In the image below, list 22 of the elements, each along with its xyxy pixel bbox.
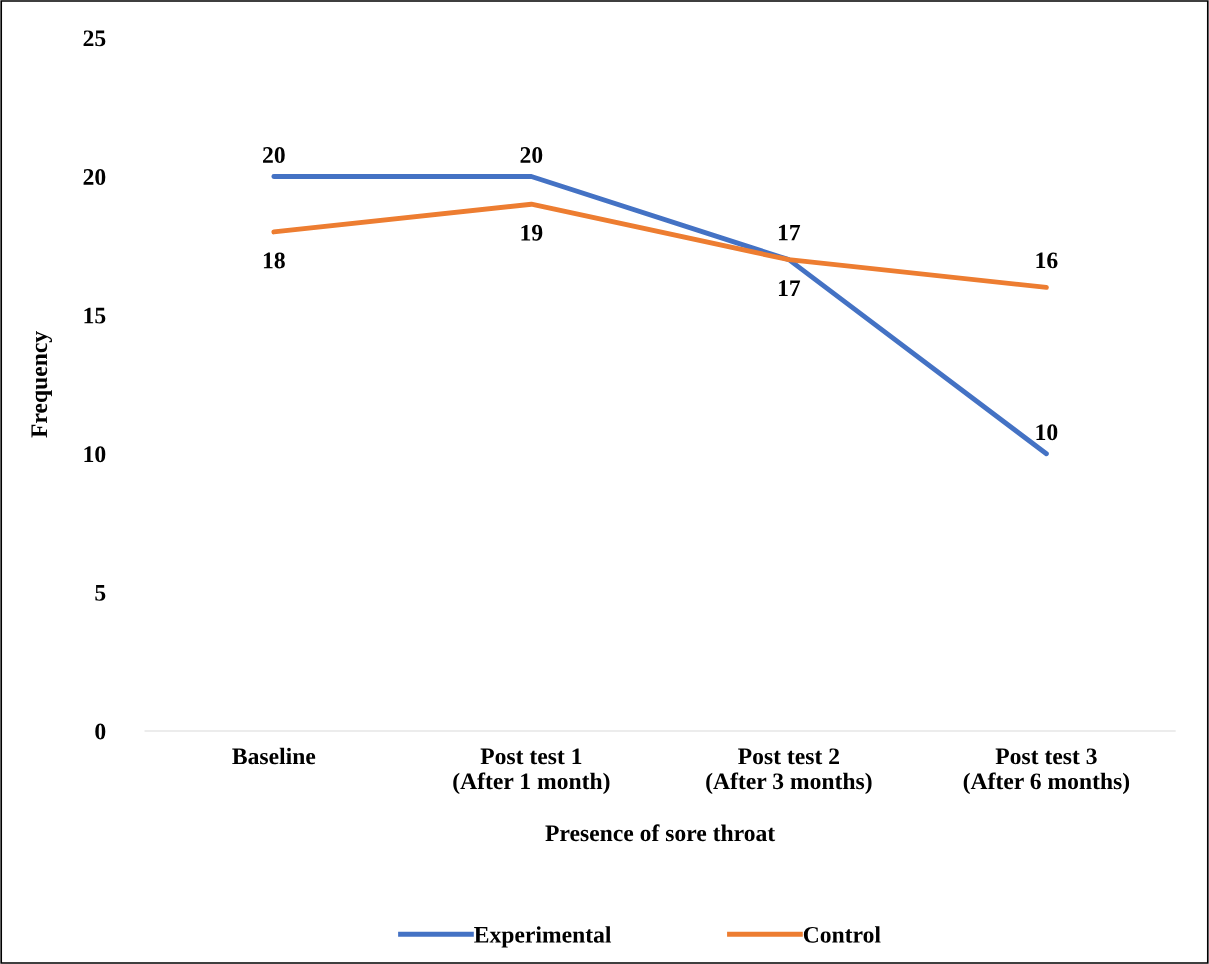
data-label: 17 xyxy=(778,280,801,296)
legend-label: Control xyxy=(803,926,881,943)
y-tick-label: 10 xyxy=(84,446,106,463)
data-label: 10 xyxy=(1036,424,1058,441)
y-tick-label: 0 xyxy=(95,723,106,740)
data-label: 20 xyxy=(263,147,285,163)
x-tick-label: Post test 2 (After 3 months) xyxy=(706,748,872,795)
y-tick-label: 15 xyxy=(84,307,106,324)
data-label: 18 xyxy=(263,252,285,269)
x-tick-label: Post test 3 (After 6 months) xyxy=(963,748,1130,795)
y-axis-title: Frequency xyxy=(31,331,53,438)
y-tick-label: 25 xyxy=(83,30,106,47)
data-label: 20 xyxy=(520,147,543,163)
x-tick-label: Post test 1 (After 1 month) xyxy=(453,748,610,795)
legend-label: Experimental xyxy=(474,926,612,948)
y-tick-label: 5 xyxy=(95,585,106,601)
data-label: 19 xyxy=(521,224,543,241)
x-axis-title: Presence of sore throat xyxy=(545,824,776,842)
y-tick-label: 20 xyxy=(83,169,106,185)
x-tick-label: Baseline xyxy=(232,747,316,765)
data-label: 16 xyxy=(1036,252,1058,269)
data-label: 17 xyxy=(778,224,801,241)
